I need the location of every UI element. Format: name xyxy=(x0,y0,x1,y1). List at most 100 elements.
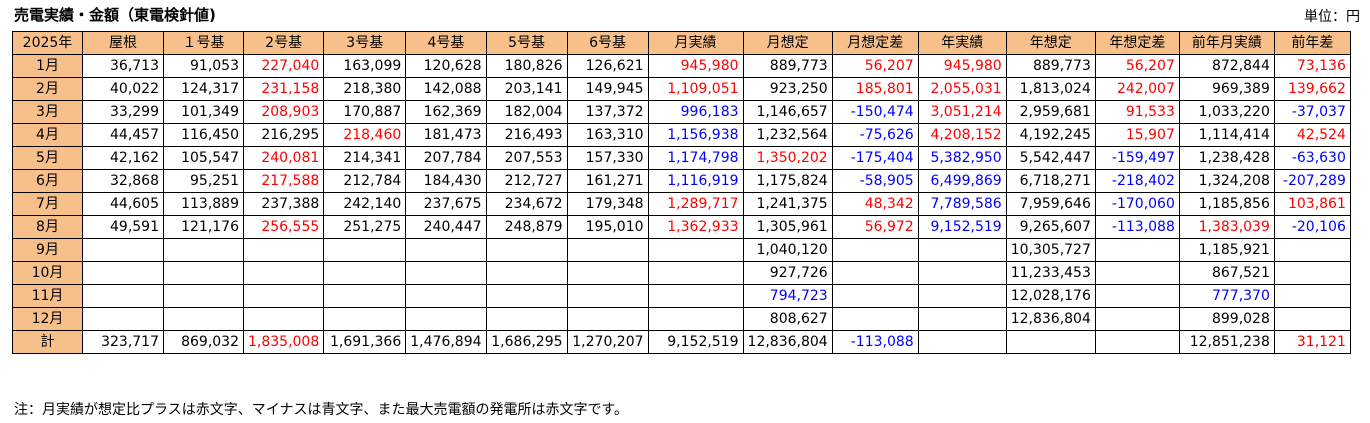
table-cell: 179,348 xyxy=(566,192,649,216)
table-cell xyxy=(1005,330,1096,354)
table-cell: 185,801 xyxy=(831,77,919,101)
footnote: 注：月実績が想定比プラスは赤文字、マイナスは青文字、また最大売電額の発電所は赤文… xyxy=(14,402,629,418)
table-cell xyxy=(917,284,1007,308)
table-cell: 1,289,717 xyxy=(647,192,744,216)
table-cell: 240,447 xyxy=(405,215,487,239)
table-cell: 323,717 xyxy=(82,330,164,354)
table-cell: 945,980 xyxy=(647,54,744,78)
table-cell: 73,136 xyxy=(1273,54,1351,78)
table-cell xyxy=(242,261,325,285)
table-cell: 101,349 xyxy=(163,100,244,124)
table-cell: 124,317 xyxy=(163,77,244,101)
table-cell: 1,476,894 xyxy=(405,330,487,354)
table-cell: 10,305,727 xyxy=(1005,238,1096,262)
table-cell: 32,868 xyxy=(82,169,164,193)
table-cell xyxy=(82,284,164,308)
table-cell: 4,192,245 xyxy=(1005,123,1096,147)
column-header: 月実績 xyxy=(647,31,744,55)
table-cell: 1,116,919 xyxy=(647,169,744,193)
table-header: 2025年 屋根 １号基 2号基 3号基 4号基 5号基 6号基 月実績 月想定 月想定差 年実績 年想… xyxy=(12,31,1351,55)
table-cell xyxy=(163,307,244,331)
table-cell: 5,382,950 xyxy=(917,146,1007,170)
table-cell: 927,726 xyxy=(742,261,833,285)
table-cell: 2,055,031 xyxy=(917,77,1007,101)
row-label: 5月 xyxy=(12,146,83,170)
row-label: 10月 xyxy=(12,261,83,285)
column-header: 屋根 xyxy=(82,31,164,55)
table-cell: -175,404 xyxy=(831,146,919,170)
table-cell: 120,628 xyxy=(405,54,487,78)
table-cell xyxy=(323,261,407,285)
column-header: 月想定 xyxy=(742,31,833,55)
table-cell: 12,851,238 xyxy=(1178,330,1275,354)
table-cell xyxy=(1094,284,1180,308)
table-cell xyxy=(566,238,649,262)
table-cell: 1,383,039 xyxy=(1178,215,1275,239)
table-cell xyxy=(647,261,744,285)
table-cell xyxy=(1273,307,1351,331)
table-row: 6月 32,868 95,251 217,588 212,784 184,430 212,7… xyxy=(12,169,1351,193)
table-cell: -170,060 xyxy=(1094,192,1180,216)
table-cell: 1,175,824 xyxy=(742,169,833,193)
table-cell xyxy=(917,238,1007,262)
table-cell xyxy=(917,307,1007,331)
table-cell: 1,241,375 xyxy=(742,192,833,216)
table-cell: 240,081 xyxy=(242,146,325,170)
row-label: 7月 xyxy=(12,192,83,216)
table-cell: 161,271 xyxy=(566,169,649,193)
table-cell: 56,207 xyxy=(831,54,919,78)
table-cell xyxy=(405,261,487,285)
column-header: 年想定 xyxy=(1005,31,1096,55)
table-cell: 95,251 xyxy=(163,169,244,193)
table-cell: -75,626 xyxy=(831,123,919,147)
row-label: 1月 xyxy=(12,54,83,78)
column-header: 前年月実績 xyxy=(1178,31,1275,55)
table-cell: 899,028 xyxy=(1178,307,1275,331)
table-cell: 218,380 xyxy=(323,77,407,101)
table-cell: 216,493 xyxy=(485,123,568,147)
column-header: 年実績 xyxy=(917,31,1007,55)
table-cell: 49,591 xyxy=(82,215,164,239)
table-cell: 170,887 xyxy=(323,100,407,124)
table-cell: 31,121 xyxy=(1273,330,1351,354)
table-cell: 2,959,681 xyxy=(1005,100,1096,124)
table-row: 8月 49,591 121,176 256,555 251,275 240,447 248,… xyxy=(12,215,1351,239)
table-cell: 256,555 xyxy=(242,215,325,239)
table-cell: 1,362,933 xyxy=(647,215,744,239)
table-cell xyxy=(323,284,407,308)
table-cell: 9,152,519 xyxy=(917,215,1007,239)
table-cell xyxy=(1094,261,1180,285)
table-cell: 163,099 xyxy=(323,54,407,78)
table-cell: 7,789,586 xyxy=(917,192,1007,216)
table-cell xyxy=(405,238,487,262)
table-row: 3月 33,299 101,349 208,903 170,887 162,369 182,… xyxy=(12,100,1351,124)
table-cell: 996,183 xyxy=(647,100,744,124)
table-cell: 182,004 xyxy=(485,100,568,124)
page-title: 売電実績・金額（東電検針値) xyxy=(14,6,216,24)
table-cell: 1,305,961 xyxy=(742,215,833,239)
table-cell: 969,389 xyxy=(1178,77,1275,101)
table-cell: 40,022 xyxy=(82,77,164,101)
table-cell xyxy=(831,307,919,331)
table-cell: 163,310 xyxy=(566,123,649,147)
table-cell: -218,402 xyxy=(1094,169,1180,193)
table-cell xyxy=(831,261,919,285)
table-cell: 212,727 xyxy=(485,169,568,193)
table-cell: 12,028,176 xyxy=(1005,284,1096,308)
table-cell xyxy=(82,307,164,331)
table-cell: 1,174,798 xyxy=(647,146,744,170)
table-cell xyxy=(647,307,744,331)
table-cell: 237,675 xyxy=(405,192,487,216)
table-cell: 1,109,051 xyxy=(647,77,744,101)
table-cell xyxy=(566,284,649,308)
table-cell: 181,473 xyxy=(405,123,487,147)
unit-label: 単位：円 xyxy=(1304,9,1360,25)
table-cell xyxy=(831,238,919,262)
table-cell: 105,547 xyxy=(163,146,244,170)
table-cell: 1,185,856 xyxy=(1178,192,1275,216)
column-header: 5号基 xyxy=(485,31,568,55)
table-cell xyxy=(485,238,568,262)
table-cell: 1,813,024 xyxy=(1005,77,1096,101)
table-cell xyxy=(242,238,325,262)
table-cell: 1,185,921 xyxy=(1178,238,1275,262)
